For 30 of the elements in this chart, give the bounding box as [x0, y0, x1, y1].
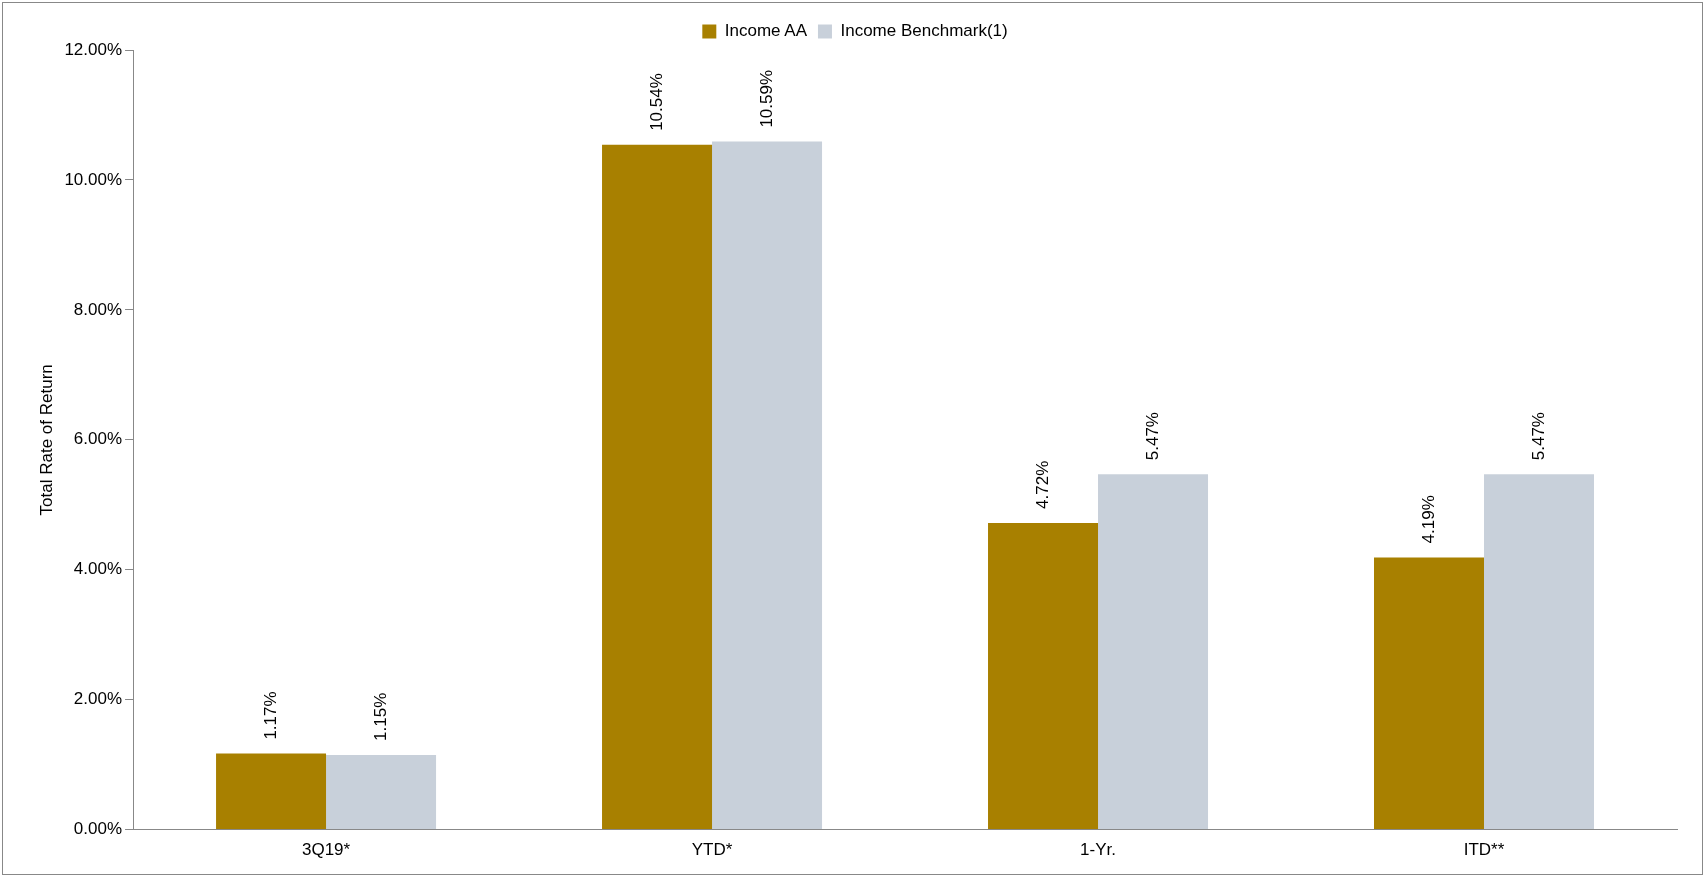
- data-label: 4.72%: [1032, 460, 1052, 509]
- x-tick-label: ITD**: [1463, 840, 1505, 860]
- legend-label: Income AA: [724, 21, 808, 41]
- y-tick-label: 12.00%: [64, 39, 123, 59]
- data-label: 1.15%: [370, 692, 390, 741]
- bar: [1374, 557, 1485, 830]
- bar: [216, 753, 327, 830]
- data-label: 5.47%: [1142, 412, 1162, 461]
- bar: [1098, 474, 1209, 830]
- y-tick-label: 4.00%: [73, 559, 123, 579]
- y-tick-label: 8.00%: [73, 299, 123, 319]
- x-tick-label: YTD*: [691, 840, 733, 860]
- y-tick-label: 6.00%: [73, 429, 123, 449]
- bar: [326, 754, 437, 830]
- y-tick-label: 10.00%: [64, 169, 123, 189]
- bar: [1484, 474, 1595, 830]
- data-label: 1.17%: [260, 691, 280, 740]
- data-label: 4.19%: [1418, 495, 1438, 544]
- bar: [712, 141, 823, 830]
- data-label: 10.59%: [756, 69, 776, 128]
- x-tick-label: 1-Yr.: [1080, 840, 1116, 860]
- y-axis-title: Total Rate of Return: [36, 364, 56, 516]
- bar: [602, 144, 713, 830]
- legend-label: Income Benchmark(1): [840, 21, 1008, 41]
- data-label: 10.54%: [646, 73, 666, 131]
- bar: [988, 522, 1099, 830]
- data-label: 5.47%: [1528, 412, 1548, 461]
- y-tick-label: 0.00%: [73, 819, 123, 839]
- x-tick-label: 3Q19*: [301, 840, 351, 860]
- y-tick-label: 2.00%: [73, 689, 123, 709]
